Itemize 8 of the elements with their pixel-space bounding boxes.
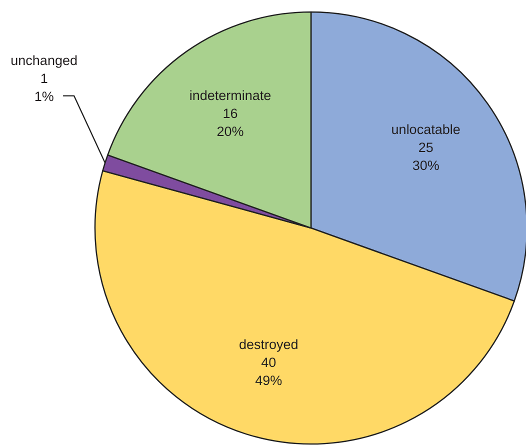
slice-label: unchanged bbox=[10, 52, 78, 68]
data-label: 40 49% bbox=[255, 354, 282, 388]
slice-label: indeterminate bbox=[189, 88, 272, 104]
slice-label: unlocatable bbox=[391, 122, 460, 138]
data-label: 25 30% bbox=[412, 140, 440, 174]
slice-label: destroyed bbox=[238, 336, 298, 352]
data-label: 16 20% bbox=[216, 106, 244, 140]
data-label: 1 1% bbox=[34, 70, 54, 104]
